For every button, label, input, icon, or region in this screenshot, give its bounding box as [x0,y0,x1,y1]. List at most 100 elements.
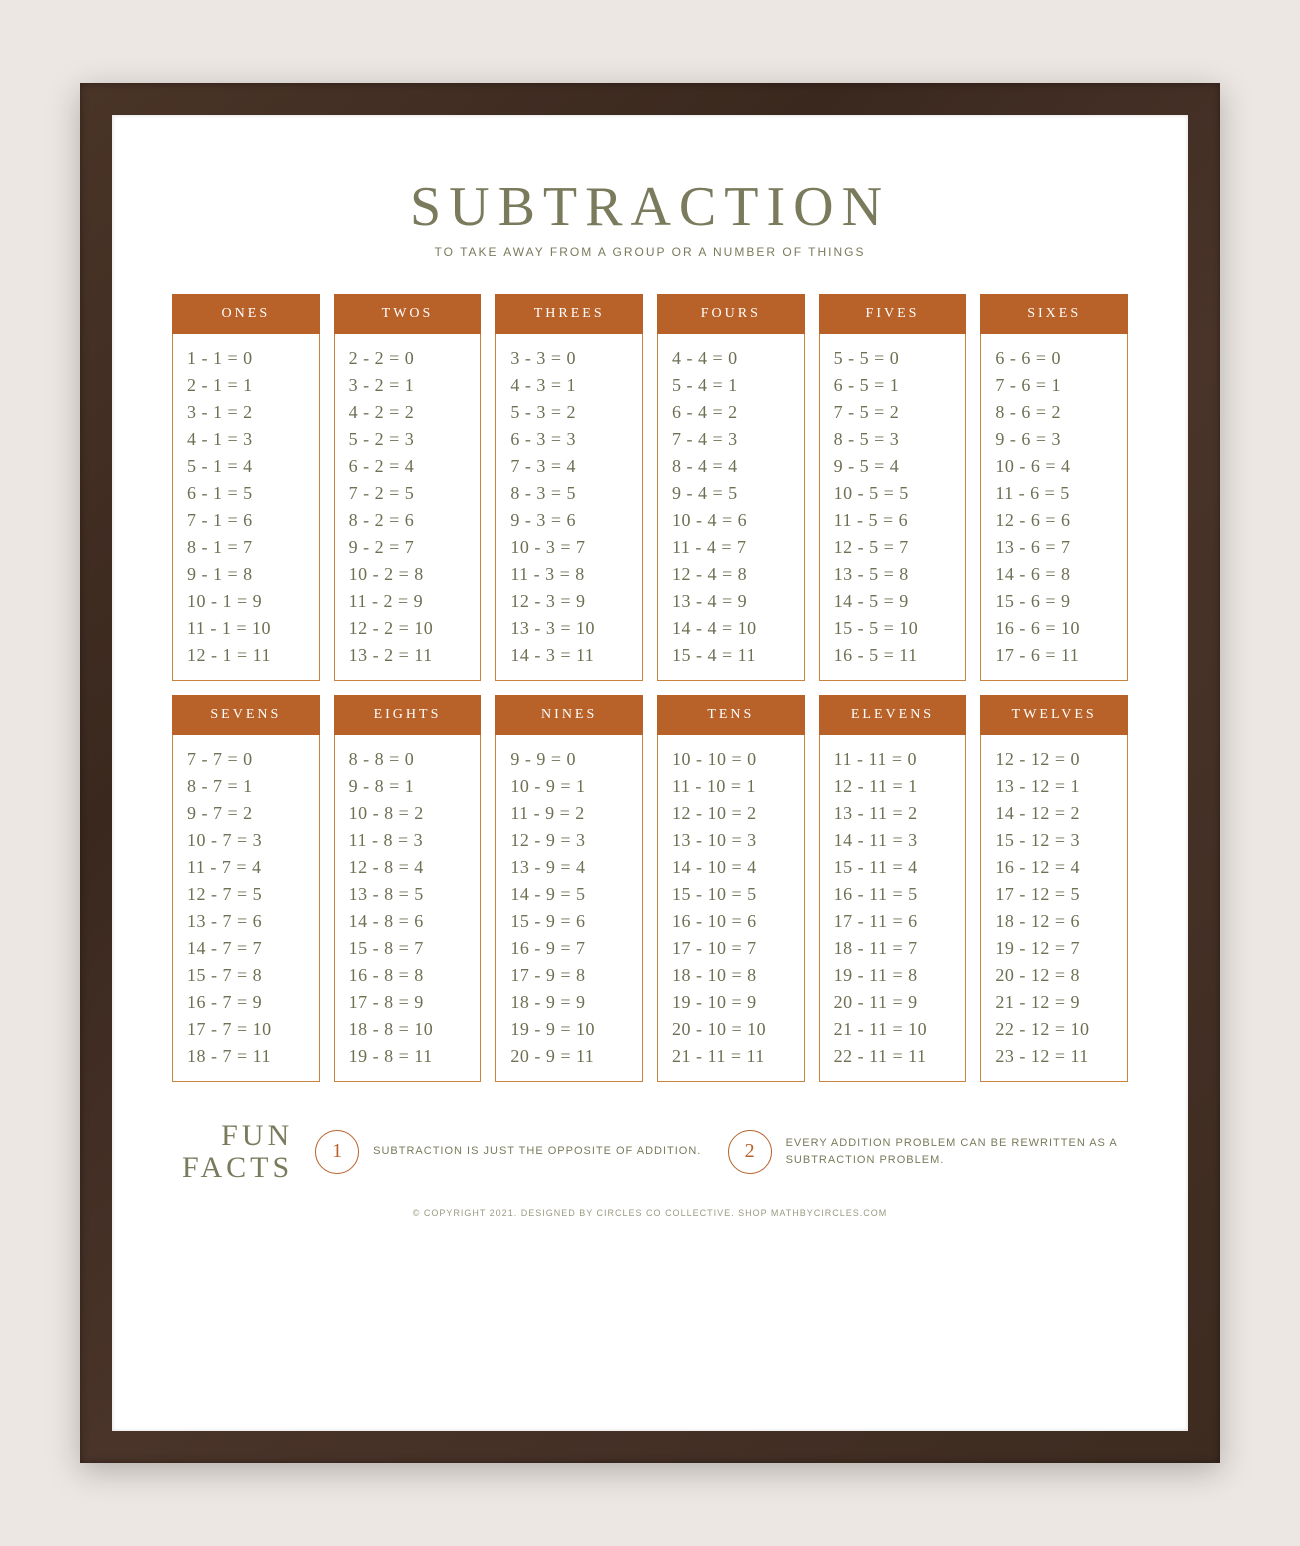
table-column: FIVES5 - 5 = 06 - 5 = 17 - 5 = 28 - 5 = … [819,294,967,681]
equation-row: 22 - 12 = 10 [995,1019,1113,1040]
equation-row: 10 - 2 = 8 [349,564,467,585]
equation-row: 16 - 8 = 8 [349,965,467,986]
equation-row: 11 - 7 = 4 [187,857,305,878]
equation-row: 13 - 8 = 5 [349,884,467,905]
equation-row: 7 - 6 = 1 [995,375,1113,396]
equation-row: 20 - 12 = 8 [995,965,1113,986]
table-header: TWOS [334,294,482,334]
equation-row: 11 - 6 = 5 [995,483,1113,504]
equation-row: 19 - 8 = 11 [349,1046,467,1067]
equation-row: 4 - 1 = 3 [187,429,305,450]
fun-fact-2-number: 2 [728,1130,772,1174]
tables-grid: ONES1 - 1 = 02 - 1 = 13 - 1 = 24 - 1 = 3… [172,294,1128,1082]
equation-row: 9 - 8 = 1 [349,776,467,797]
equation-row: 11 - 10 = 1 [672,776,790,797]
table-body: 7 - 7 = 08 - 7 = 19 - 7 = 210 - 7 = 311 … [172,735,320,1082]
equation-row: 6 - 2 = 4 [349,456,467,477]
table-column: THREES3 - 3 = 04 - 3 = 15 - 3 = 26 - 3 =… [495,294,643,681]
table-body: 9 - 9 = 010 - 9 = 111 - 9 = 212 - 9 = 31… [495,735,643,1082]
equation-row: 18 - 7 = 11 [187,1046,305,1067]
fun-fact-2-text: EVERY ADDITION PROBLEM CAN BE REWRITTEN … [786,1135,1118,1168]
equation-row: 4 - 3 = 1 [510,375,628,396]
equation-row: 3 - 1 = 2 [187,402,305,423]
equation-row: 9 - 6 = 3 [995,429,1113,450]
equation-row: 21 - 12 = 9 [995,992,1113,1013]
table-column: ELEVENS11 - 11 = 012 - 11 = 113 - 11 = 2… [819,695,967,1082]
equation-row: 13 - 5 = 8 [834,564,952,585]
equation-row: 13 - 7 = 6 [187,911,305,932]
table-column: TWELVES12 - 12 = 013 - 12 = 114 - 12 = 2… [980,695,1128,1082]
equation-row: 11 - 11 = 0 [834,749,952,770]
equation-row: 18 - 11 = 7 [834,938,952,959]
equation-row: 10 - 7 = 3 [187,830,305,851]
equation-row: 21 - 11 = 10 [834,1019,952,1040]
poster-frame: SUBTRACTION TO TAKE AWAY FROM A GROUP OR… [80,83,1220,1463]
equation-row: 10 - 9 = 1 [510,776,628,797]
equation-row: 15 - 9 = 6 [510,911,628,932]
fun-fact-1-text: SUBTRACTION IS JUST THE OPPOSITE OF ADDI… [373,1143,701,1160]
equation-row: 8 - 4 = 4 [672,456,790,477]
equation-row: 13 - 10 = 3 [672,830,790,851]
equation-row: 14 - 9 = 5 [510,884,628,905]
equation-row: 8 - 5 = 3 [834,429,952,450]
equation-row: 19 - 11 = 8 [834,965,952,986]
equation-row: 12 - 5 = 7 [834,537,952,558]
table-column: EIGHTS8 - 8 = 09 - 8 = 110 - 8 = 211 - 8… [334,695,482,1082]
poster-paper: SUBTRACTION TO TAKE AWAY FROM A GROUP OR… [112,115,1188,1431]
table-header: EIGHTS [334,695,482,735]
equation-row: 10 - 8 = 2 [349,803,467,824]
equation-row: 11 - 8 = 3 [349,830,467,851]
equation-row: 12 - 2 = 10 [349,618,467,639]
equation-row: 19 - 10 = 9 [672,992,790,1013]
equation-row: 18 - 8 = 10 [349,1019,467,1040]
equation-row: 10 - 5 = 5 [834,483,952,504]
table-body: 11 - 11 = 012 - 11 = 113 - 11 = 214 - 11… [819,735,967,1082]
table-body: 8 - 8 = 09 - 8 = 110 - 8 = 211 - 8 = 312… [334,735,482,1082]
fun-fact-2: 2 EVERY ADDITION PROBLEM CAN BE REWRITTE… [728,1130,1118,1174]
equation-row: 13 - 9 = 4 [510,857,628,878]
equation-row: 3 - 2 = 1 [349,375,467,396]
equation-row: 9 - 7 = 2 [187,803,305,824]
equation-row: 16 - 5 = 11 [834,645,952,666]
equation-row: 5 - 2 = 3 [349,429,467,450]
equation-row: 9 - 2 = 7 [349,537,467,558]
equation-row: 7 - 1 = 6 [187,510,305,531]
equation-row: 9 - 3 = 6 [510,510,628,531]
table-header: SIXES [980,294,1128,334]
equation-row: 20 - 10 = 10 [672,1019,790,1040]
equation-row: 10 - 1 = 9 [187,591,305,612]
table-column: TENS10 - 10 = 011 - 10 = 112 - 10 = 213 … [657,695,805,1082]
equation-row: 18 - 10 = 8 [672,965,790,986]
equation-row: 11 - 4 = 7 [672,537,790,558]
equation-row: 8 - 2 = 6 [349,510,467,531]
main-title: SUBTRACTION [172,175,1128,239]
equation-row: 15 - 8 = 7 [349,938,467,959]
equation-row: 6 - 4 = 2 [672,402,790,423]
equation-row: 9 - 1 = 8 [187,564,305,585]
table-body: 12 - 12 = 013 - 12 = 114 - 12 = 215 - 12… [980,735,1128,1082]
equation-row: 16 - 10 = 6 [672,911,790,932]
equation-row: 12 - 6 = 6 [995,510,1113,531]
equation-row: 19 - 9 = 10 [510,1019,628,1040]
equation-row: 17 - 9 = 8 [510,965,628,986]
equation-row: 3 - 3 = 0 [510,348,628,369]
equation-row: 19 - 12 = 7 [995,938,1113,959]
table-column: FOURS4 - 4 = 05 - 4 = 16 - 4 = 27 - 4 = … [657,294,805,681]
table-body: 2 - 2 = 03 - 2 = 14 - 2 = 25 - 2 = 36 - … [334,334,482,681]
fun-facts-row: FUN FACTS 1 SUBTRACTION IS JUST THE OPPO… [172,1120,1128,1183]
table-column: NINES9 - 9 = 010 - 9 = 111 - 9 = 212 - 9… [495,695,643,1082]
equation-row: 8 - 6 = 2 [995,402,1113,423]
equation-row: 11 - 3 = 8 [510,564,628,585]
equation-row: 6 - 5 = 1 [834,375,952,396]
equation-row: 12 - 7 = 5 [187,884,305,905]
equation-row: 4 - 2 = 2 [349,402,467,423]
equation-row: 6 - 6 = 0 [995,348,1113,369]
equation-row: 13 - 12 = 1 [995,776,1113,797]
equation-row: 14 - 6 = 8 [995,564,1113,585]
table-header: TENS [657,695,805,735]
equation-row: 7 - 4 = 3 [672,429,790,450]
table-body: 6 - 6 = 07 - 6 = 18 - 6 = 29 - 6 = 310 -… [980,334,1128,681]
equation-row: 15 - 12 = 3 [995,830,1113,851]
equation-row: 12 - 11 = 1 [834,776,952,797]
equation-row: 12 - 12 = 0 [995,749,1113,770]
